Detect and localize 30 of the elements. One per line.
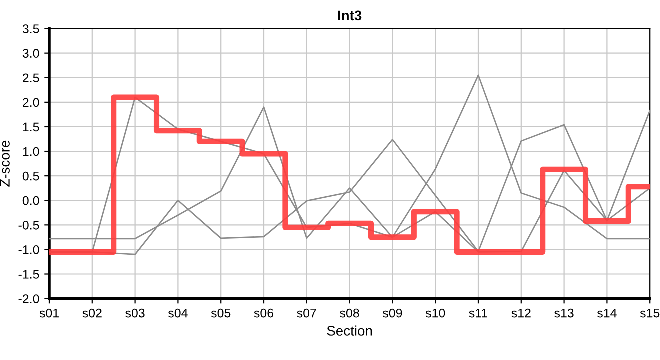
x-tick-label: s07 — [297, 308, 316, 318]
y-tick-label: -2.0 — [18, 294, 40, 304]
y-tick-label: -1.5 — [18, 270, 40, 279]
x-tick-label: s11 — [469, 308, 488, 318]
y-tick-label: -1.0 — [18, 246, 40, 254]
x-tick-label: s02 — [82, 308, 102, 318]
y-tick-label: 0.5 — [22, 172, 40, 181]
y-tick-label: 3.0 — [22, 49, 40, 58]
y-tick-label: 0.0 — [22, 196, 40, 206]
x-tick-label: s03 — [126, 308, 145, 318]
x-tick-label: s04 — [168, 308, 188, 318]
y-tick-label: 2.5 — [23, 74, 40, 83]
x-axis-title: Section — [327, 326, 372, 336]
x-tick-label: s08 — [340, 308, 360, 318]
y-tick-label: 1.0 — [23, 147, 40, 156]
x-tick-label: s05 — [211, 308, 231, 318]
x-tick-label: s15 — [640, 308, 660, 318]
x-tick-label: s01 — [40, 308, 59, 318]
y-tick-label: 1.5 — [23, 122, 40, 132]
x-tick-label: s14 — [597, 308, 617, 318]
x-tick-label: s06 — [254, 308, 274, 318]
y-tick-label: 3.5 — [22, 24, 40, 34]
x-tick-label: s10 — [426, 308, 446, 318]
y-tick-label: -0.5 — [18, 220, 40, 230]
x-tick-label: s13 — [554, 308, 574, 318]
x-tick-label: s12 — [512, 308, 531, 318]
chart-title: Int3 — [338, 10, 362, 21]
y-axis-title: Z-score — [0, 140, 10, 187]
x-tick-label: s09 — [382, 308, 402, 318]
y-tick-label: 2.0 — [23, 98, 40, 108]
